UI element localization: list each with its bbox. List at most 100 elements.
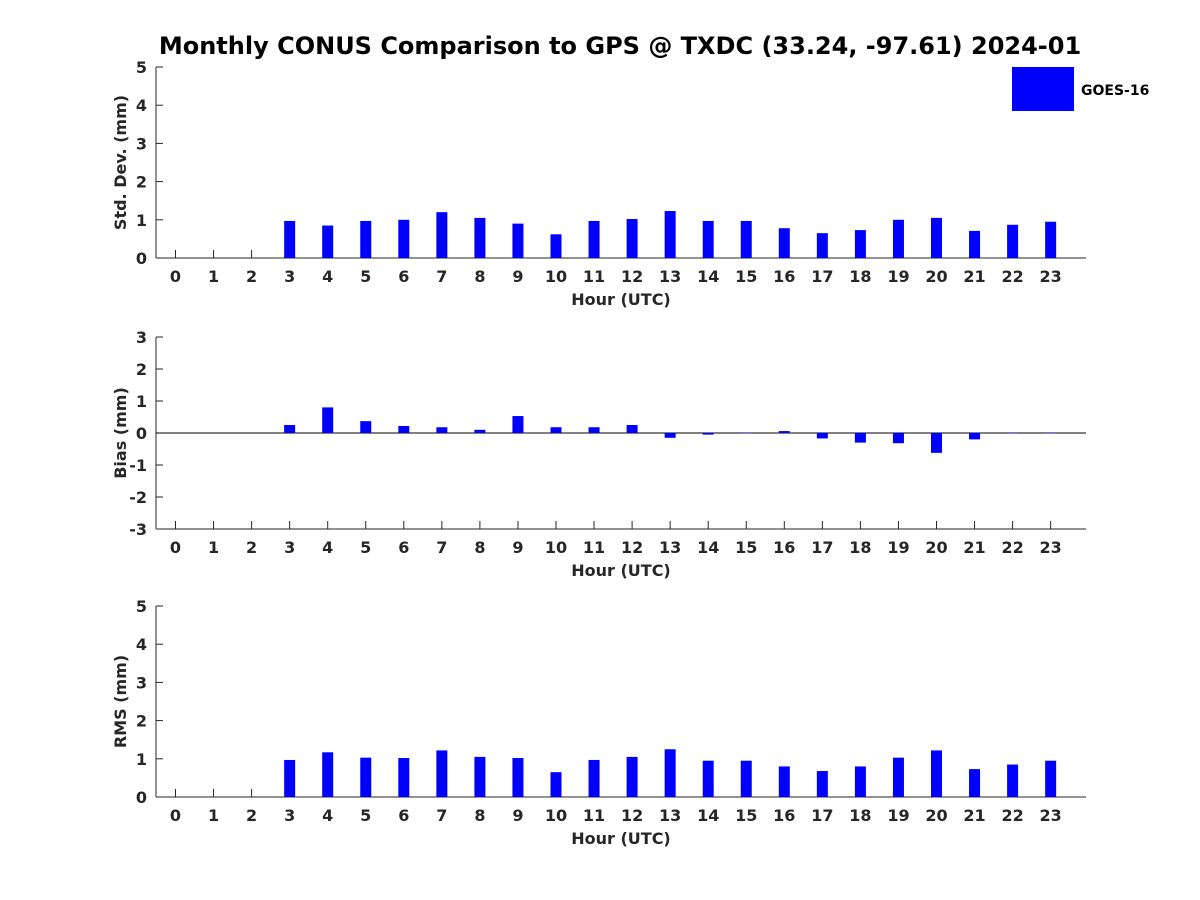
bar-hour-9 xyxy=(512,416,524,433)
x-tick-label: 7 xyxy=(436,267,447,286)
x-tick-label: 6 xyxy=(398,267,409,286)
bar-hour-3 xyxy=(284,220,296,258)
bar-hour-10 xyxy=(550,427,562,433)
y-tick-label: -2 xyxy=(129,488,147,507)
bar-hour-7 xyxy=(436,750,448,797)
y-tick-label: 1 xyxy=(136,211,147,230)
x-tick-label: 4 xyxy=(322,806,333,825)
y-tick-label: 3 xyxy=(136,328,147,347)
bar-hour-20 xyxy=(931,433,942,453)
bar-hour-18 xyxy=(854,766,866,797)
y-tick-label: 2 xyxy=(136,173,147,192)
x-axis-label: Hour (UTC) xyxy=(571,290,671,309)
bar-hour-10 xyxy=(550,234,562,258)
bar-hour-5 xyxy=(360,220,372,258)
x-tick-label: 1 xyxy=(208,538,219,557)
x-tick-label: 2 xyxy=(246,806,257,825)
x-tick-label: 20 xyxy=(925,267,947,286)
x-tick-label: 13 xyxy=(659,267,681,286)
legend: GOES-16 xyxy=(1012,67,1149,111)
x-tick-label: 5 xyxy=(360,267,371,286)
x-tick-label: 9 xyxy=(512,538,523,557)
bar-hour-18 xyxy=(854,230,866,258)
y-tick-label: 0 xyxy=(136,424,147,443)
bar-hour-13 xyxy=(664,433,676,438)
legend-label-goes16: GOES-16 xyxy=(1081,83,1149,99)
bar-hour-14 xyxy=(702,220,714,258)
bar-hour-7 xyxy=(436,212,448,258)
bar-hour-23 xyxy=(1045,760,1057,797)
bar-hour-17 xyxy=(816,433,828,439)
bar-hour-9 xyxy=(512,758,524,797)
x-tick-label: 20 xyxy=(925,538,947,557)
bar-hour-22 xyxy=(1007,224,1019,258)
x-tick-label: 4 xyxy=(322,267,333,286)
x-tick-label: 19 xyxy=(887,806,909,825)
x-tick-label: 12 xyxy=(621,267,643,286)
x-tick-label: 21 xyxy=(963,806,985,825)
x-tick-label: 0 xyxy=(170,267,181,286)
x-tick-label: 13 xyxy=(659,538,681,557)
x-tick-label: 11 xyxy=(583,267,605,286)
bar-hour-16 xyxy=(778,766,790,797)
y-tick-label: 0 xyxy=(136,788,147,807)
bar-hour-18 xyxy=(854,433,866,443)
bar-hour-4 xyxy=(322,752,334,797)
bar-hour-12 xyxy=(626,425,638,433)
bar-hour-19 xyxy=(892,757,904,797)
x-tick-label: 23 xyxy=(1040,538,1062,557)
bar-hour-14 xyxy=(702,760,714,797)
y-tick-label: 2 xyxy=(136,360,147,379)
x-tick-label: 17 xyxy=(811,538,833,557)
x-tick-label: 8 xyxy=(474,267,485,286)
x-tick-label: 17 xyxy=(811,806,833,825)
bar-hour-13 xyxy=(664,211,676,258)
bar-hour-15 xyxy=(740,433,752,434)
y-tick-label: 3 xyxy=(136,673,147,692)
x-tick-label: 12 xyxy=(621,806,643,825)
x-tick-label: 7 xyxy=(436,806,447,825)
y-tick-label: 5 xyxy=(136,597,147,616)
x-tick-label: 14 xyxy=(697,538,719,557)
x-tick-label: 3 xyxy=(284,806,295,825)
x-tick-label: 8 xyxy=(474,806,485,825)
y-tick-label: 1 xyxy=(136,392,147,411)
x-tick-label: 3 xyxy=(284,538,295,557)
y-tick-label: -3 xyxy=(129,520,147,539)
x-axis-label: Hour (UTC) xyxy=(571,561,671,580)
x-tick-label: 5 xyxy=(360,806,371,825)
bar-hour-15 xyxy=(740,760,752,797)
legend-swatch-goes16 xyxy=(1012,67,1074,111)
x-tick-label: 10 xyxy=(545,538,567,557)
bar-hour-23 xyxy=(1045,433,1057,434)
bar-hour-20 xyxy=(931,750,942,797)
x-tick-label: 19 xyxy=(887,538,909,557)
x-tick-label: 4 xyxy=(322,538,333,557)
y-tick-label: 5 xyxy=(136,58,147,77)
x-tick-label: 18 xyxy=(849,538,871,557)
bar-hour-17 xyxy=(816,233,828,258)
x-tick-label: 22 xyxy=(1001,806,1023,825)
bar-hour-22 xyxy=(1007,764,1019,797)
y-tick-label: 4 xyxy=(136,96,147,115)
x-tick-label: 1 xyxy=(208,806,219,825)
bar-hour-3 xyxy=(284,425,296,433)
x-tick-label: 6 xyxy=(398,538,409,557)
bar-hour-9 xyxy=(512,223,524,258)
bar-hour-8 xyxy=(474,217,486,258)
bar-hour-17 xyxy=(816,771,828,797)
bar-hour-12 xyxy=(626,219,638,258)
x-tick-label: 13 xyxy=(659,806,681,825)
bar-hour-5 xyxy=(360,757,372,797)
bar-hour-11 xyxy=(588,427,600,433)
bar-hour-12 xyxy=(626,756,638,797)
x-tick-label: 2 xyxy=(246,267,257,286)
bar-hour-10 xyxy=(550,772,562,797)
y-tick-label: 1 xyxy=(136,750,147,769)
bar-hour-7 xyxy=(436,427,448,433)
bar-hour-4 xyxy=(322,225,334,258)
x-tick-label: 15 xyxy=(735,806,757,825)
bar-hour-13 xyxy=(664,749,676,797)
